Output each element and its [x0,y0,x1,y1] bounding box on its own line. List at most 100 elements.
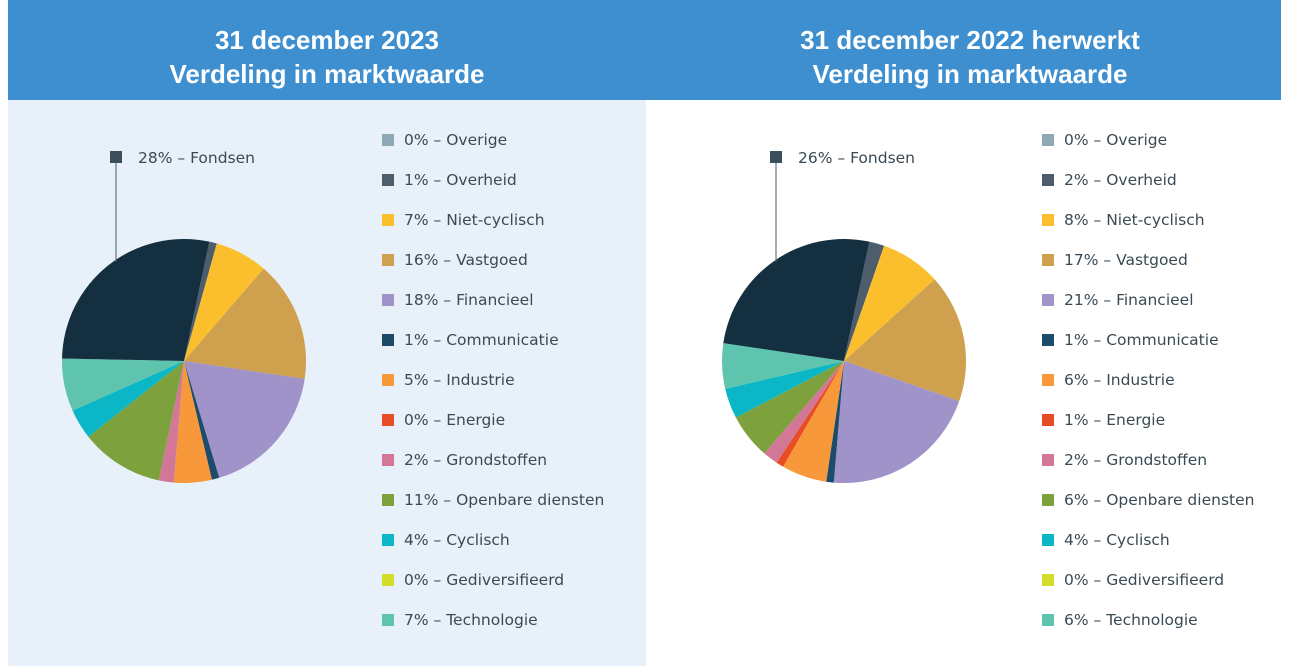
legend-separator: – [1089,571,1107,589]
legend-value: 0% [404,131,429,149]
legend-separator: – [429,411,447,429]
legend-category: Fondsen [850,149,915,167]
legend-label: 5% – Industrie [404,371,515,389]
legend-value: 0% [1064,571,1089,589]
legend-value: 1% [404,331,429,349]
legend-label: 1% – Overheid [404,171,517,189]
pie-slice [725,361,844,418]
legend-category: Niet-cyclisch [1106,211,1204,229]
legend-separator: – [429,531,447,549]
legend-label: 0% – Gediversifieerd [404,571,564,589]
legend-category: Grondstoffen [446,451,547,469]
legend-category: Gediversifieerd [446,571,564,589]
legend-separator: – [429,211,447,229]
legend-label: 17% – Vastgoed [1064,251,1188,269]
legend-swatch [1042,454,1054,466]
legend-label: 28% – Fondsen [138,149,255,167]
legend-category: Overige [1106,131,1167,149]
legend-category: Niet-cyclisch [446,211,544,229]
legend-swatch [1042,494,1054,506]
pie-slice [844,279,966,402]
legend-category: Grondstoffen [1106,451,1207,469]
pie-slice [826,361,844,483]
legend-label: 2% – Grondstoffen [1064,451,1207,469]
legend-value: 4% [1064,531,1089,549]
chart-subtitle: Verdeling in marktwaarde [169,59,484,89]
legend-value: 6% [1064,611,1089,629]
pie-slice [158,361,184,483]
legend-category: Vastgoed [1116,251,1188,269]
legend-category: Overheid [1106,171,1177,189]
legend-separator: – [1089,531,1107,549]
legend-value: 17% [1064,251,1098,269]
legend-label: 0% – Overige [1064,131,1167,149]
legend-swatch [382,254,394,266]
legend-label: 18% – Financieel [404,291,534,309]
legend-value: 6% [1064,491,1089,509]
legend-separator: – [1089,211,1107,229]
legend-swatch [382,294,394,306]
legend-swatch [1042,334,1054,346]
legend-swatch [382,454,394,466]
pie-slice [844,245,935,361]
legend-value: 1% [1064,411,1089,429]
pie-slice [764,361,844,463]
pie-slice [184,243,264,361]
legend-category: Financieel [456,291,533,309]
legend-value: 6% [1064,371,1089,389]
legend-separator: – [429,371,447,389]
legend-separator: – [429,131,447,149]
legend-separator: – [1098,251,1116,269]
legend-category: Communicatie [446,331,558,349]
legend-separator: – [429,451,447,469]
legend-category: Openbare diensten [456,491,604,509]
legend-swatch [382,334,394,346]
legend-value: 2% [404,451,429,469]
legend-label: 4% – Cyclisch [404,531,510,549]
pie-slice [722,343,844,389]
legend-value: 0% [404,411,429,429]
pie-slice [776,361,844,467]
legend-separator: – [438,251,456,269]
legend-label: 2% – Overheid [1064,171,1177,189]
pie-slice [833,361,960,484]
legend-separator: – [1089,171,1107,189]
legend-label: 1% – Energie [1064,411,1165,429]
legend-value: 21% [1064,291,1098,309]
pie-slice [844,241,885,361]
legend-category: Communicatie [1106,331,1218,349]
legend-value: 2% [1064,171,1089,189]
legend-category: Vastgoed [456,251,528,269]
legend-label: 4% – Cyclisch [1064,531,1170,549]
legend-value: 7% [404,211,429,229]
legend-swatch [1042,574,1054,586]
legend-separator: – [1089,131,1107,149]
legend-swatch [1042,534,1054,546]
pie-slice [783,361,844,482]
legend-swatch [110,151,122,163]
legend-label: 0% – Energie [404,411,505,429]
legend-swatch [1042,174,1054,186]
legend-separator: – [429,571,447,589]
legend-category: Energie [446,411,505,429]
pie-slice [184,361,220,480]
pie-slice [184,361,305,478]
legend-value: 1% [404,171,429,189]
legend-value: 11% [404,491,438,509]
legend-swatch [1042,134,1054,146]
legend-category: Cyclisch [1106,531,1170,549]
pie-slice [173,361,212,483]
legend-category: Fondsen [190,149,255,167]
legend-label: 21% – Financieel [1064,291,1194,309]
legend-category: Industrie [1106,371,1174,389]
legend-swatch [1042,614,1054,626]
legend-value: 16% [404,251,438,269]
legend-separator: – [438,291,456,309]
legend-separator: – [429,171,447,189]
legend-value: 7% [404,611,429,629]
legend-swatch [382,574,394,586]
legend-separator: – [1089,611,1107,629]
legend-category: Cyclisch [446,531,510,549]
legend-value: 28% [138,149,172,167]
